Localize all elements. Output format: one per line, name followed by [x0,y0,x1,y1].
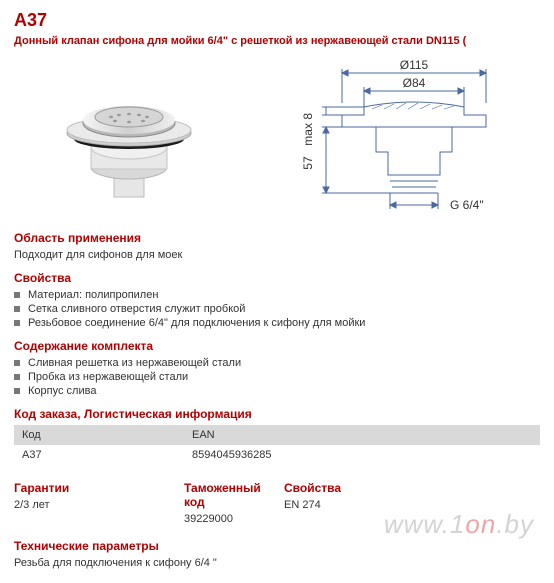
list-item: Резьбовое соединение 6/4" для подключени… [14,317,540,329]
th-ean: EAN [192,429,532,441]
order-heading: Код заказа, Логистическая информация [14,407,540,421]
dim-thread: G 6/4" [450,198,484,212]
td-code: A37 [22,449,192,461]
product-title: Донный клапан сифона для мойки 6/4" с ре… [14,35,540,47]
scope-text: Подходит для сифонов для моек [14,249,540,261]
customs-value: 39229000 [184,513,284,525]
properties-list: Материал: полипропилен Сетка сливного от… [14,289,540,329]
dim-d-inner: Ø84 [403,76,426,90]
model-code: A37 [14,10,540,31]
technical-diagram: Ø115 Ø84 max 8 57 G 6/4" [264,57,540,217]
list-item: Сетка сливного отверстия служит пробкой [14,303,540,315]
product-illustration [39,67,219,207]
tech-text: Резьба для подключения к сифону 6/4 " [14,557,540,569]
dim-d-outer: Ø115 [400,58,429,72]
dim-h-body: 57 [301,156,315,170]
order-table: Код EAN A37 8594045936285 [14,425,540,465]
list-item: Пробка из нержавеющей стали [14,371,540,383]
props2-value: EN 274 [284,499,540,511]
kit-list: Сливная решетка из нержавеющей стали Про… [14,357,540,397]
props2-heading: Свойства [284,481,540,495]
dim-h-top: max 8 [301,113,315,146]
properties-heading: Свойства [14,271,540,285]
th-code: Код [22,429,192,441]
warranty-heading: Гарантии [14,481,184,495]
kit-heading: Содержание комплекта [14,339,540,353]
tech-heading: Технические параметры [14,539,540,553]
list-item: Корпус слива [14,385,540,397]
warranty-value: 2/3 лет [14,499,184,511]
product-photo [14,57,244,217]
td-ean: 8594045936285 [192,449,532,461]
scope-heading: Область применения [14,231,540,245]
list-item: Материал: полипропилен [14,289,540,301]
list-item: Сливная решетка из нержавеющей стали [14,357,540,369]
customs-heading: Таможенный код [184,481,284,509]
